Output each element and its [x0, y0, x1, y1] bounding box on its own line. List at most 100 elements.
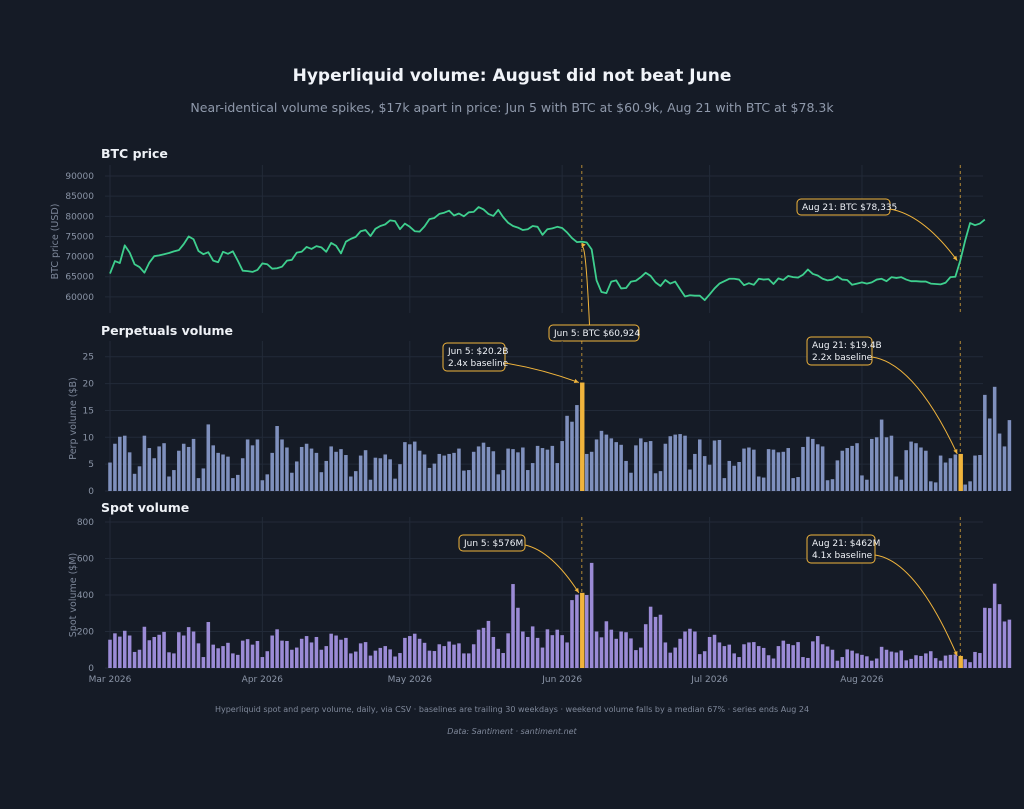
volume-bar: [299, 638, 304, 668]
volume-bar: [624, 632, 628, 668]
volume-bar: [987, 418, 992, 491]
volume-bar: [353, 471, 358, 491]
volume-bar: [481, 442, 486, 491]
volume-bar: [437, 644, 442, 668]
volume-bar: [619, 631, 623, 668]
volume-bar: [122, 435, 127, 491]
volume-bar: [427, 650, 432, 668]
volume-bar: [929, 651, 933, 668]
volume-bar: [987, 608, 992, 668]
volume-bar: [781, 451, 786, 491]
volume-bar: [393, 656, 397, 668]
volume-bar: [388, 459, 392, 491]
chart-footnote: Hyperliquid spot and perp volume, daily,…: [214, 705, 810, 714]
volume-bar: [693, 453, 697, 491]
volume-bar: [211, 644, 215, 668]
volume-bar: [865, 656, 869, 668]
volume-bar: [147, 448, 152, 491]
annotation-text: Jun 5: $20.2B: [447, 347, 508, 357]
volume-bar: [840, 450, 845, 491]
volume-bar: [501, 470, 505, 491]
volume-bar: [398, 464, 402, 491]
highlight-bar: [958, 453, 963, 491]
volume-bar: [250, 445, 255, 491]
volume-bar: [167, 652, 171, 668]
volume-bar: [255, 439, 260, 491]
volume-bar: [811, 641, 815, 668]
volume-bar: [521, 631, 525, 668]
volume-bar: [108, 462, 112, 491]
volume-bar: [815, 636, 820, 668]
volume-bar: [756, 476, 761, 491]
volume-bar: [383, 454, 387, 491]
volume-bar: [594, 631, 599, 668]
volume-bar: [378, 647, 383, 668]
volume-bar: [575, 594, 579, 668]
volume-bar: [727, 460, 732, 491]
volume-bar: [491, 451, 496, 491]
volume-bar: [486, 446, 491, 491]
volume-bar: [432, 463, 437, 491]
volume-bar: [835, 460, 840, 491]
volume-bar: [702, 456, 707, 491]
volume-bar: [353, 651, 358, 668]
volume-bar: [668, 436, 673, 491]
volume-bar: [201, 468, 206, 491]
annotation: Jun 5: $20.2B 2.4x baseline: [442, 342, 579, 384]
volume-bar: [304, 636, 309, 668]
volume-bar: [226, 456, 230, 491]
volume-bar: [226, 642, 230, 668]
volume-bar: [992, 583, 997, 668]
volume-bar: [929, 481, 933, 491]
annotation-box: [548, 324, 640, 342]
volume-bar: [806, 436, 810, 491]
volume-bar: [599, 637, 604, 668]
volume-bar: [570, 600, 574, 668]
volume-bar: [643, 624, 648, 668]
volume-bar: [845, 448, 849, 491]
volume-bar: [319, 472, 324, 491]
volume-bar: [614, 638, 618, 668]
volume-bar: [319, 649, 324, 668]
volume-bar: [575, 405, 579, 491]
volume-bar: [127, 635, 132, 668]
volume-bar: [702, 651, 707, 668]
volume-bar: [236, 474, 240, 491]
volume-bar: [417, 450, 422, 491]
volume-bar: [565, 415, 569, 491]
volume-bar: [314, 452, 319, 491]
volume-bar: [471, 644, 476, 668]
volume-bar: [476, 446, 481, 491]
highlight-bar: [580, 382, 585, 491]
volume-bar: [521, 447, 525, 491]
volume-bar: [1002, 621, 1007, 668]
volume-bar: [722, 478, 727, 491]
volume-bar: [1002, 446, 1007, 491]
volume-bar: [137, 649, 142, 668]
panel-1: Perpetuals volume 0 5 10 15 20 25 Perp volume (…: [68, 323, 1012, 497]
volume-bar: [412, 633, 417, 668]
volume-bar: [530, 626, 535, 668]
volume-bar: [427, 467, 432, 491]
volume-bar: [245, 639, 250, 668]
volume-bar: [604, 621, 609, 668]
volume-bar: [118, 636, 122, 668]
volume-bar: [796, 477, 800, 491]
volume-bar: [717, 642, 722, 668]
volume-bar: [152, 636, 156, 668]
volume-bar: [786, 448, 791, 491]
volume-bar: [904, 450, 908, 491]
volume-bar: [776, 646, 781, 668]
volume-bar: [545, 449, 550, 491]
volume-bar: [678, 434, 682, 491]
volume-bar: [742, 448, 746, 491]
volume-bar: [452, 644, 456, 668]
volume-bar: [874, 658, 879, 668]
volume-bar: [275, 629, 279, 668]
volume-bar: [403, 442, 407, 491]
volume-bar: [663, 443, 668, 491]
volume-bar: [791, 645, 795, 668]
volume-bar: [196, 643, 201, 668]
volume-bar: [737, 657, 741, 668]
